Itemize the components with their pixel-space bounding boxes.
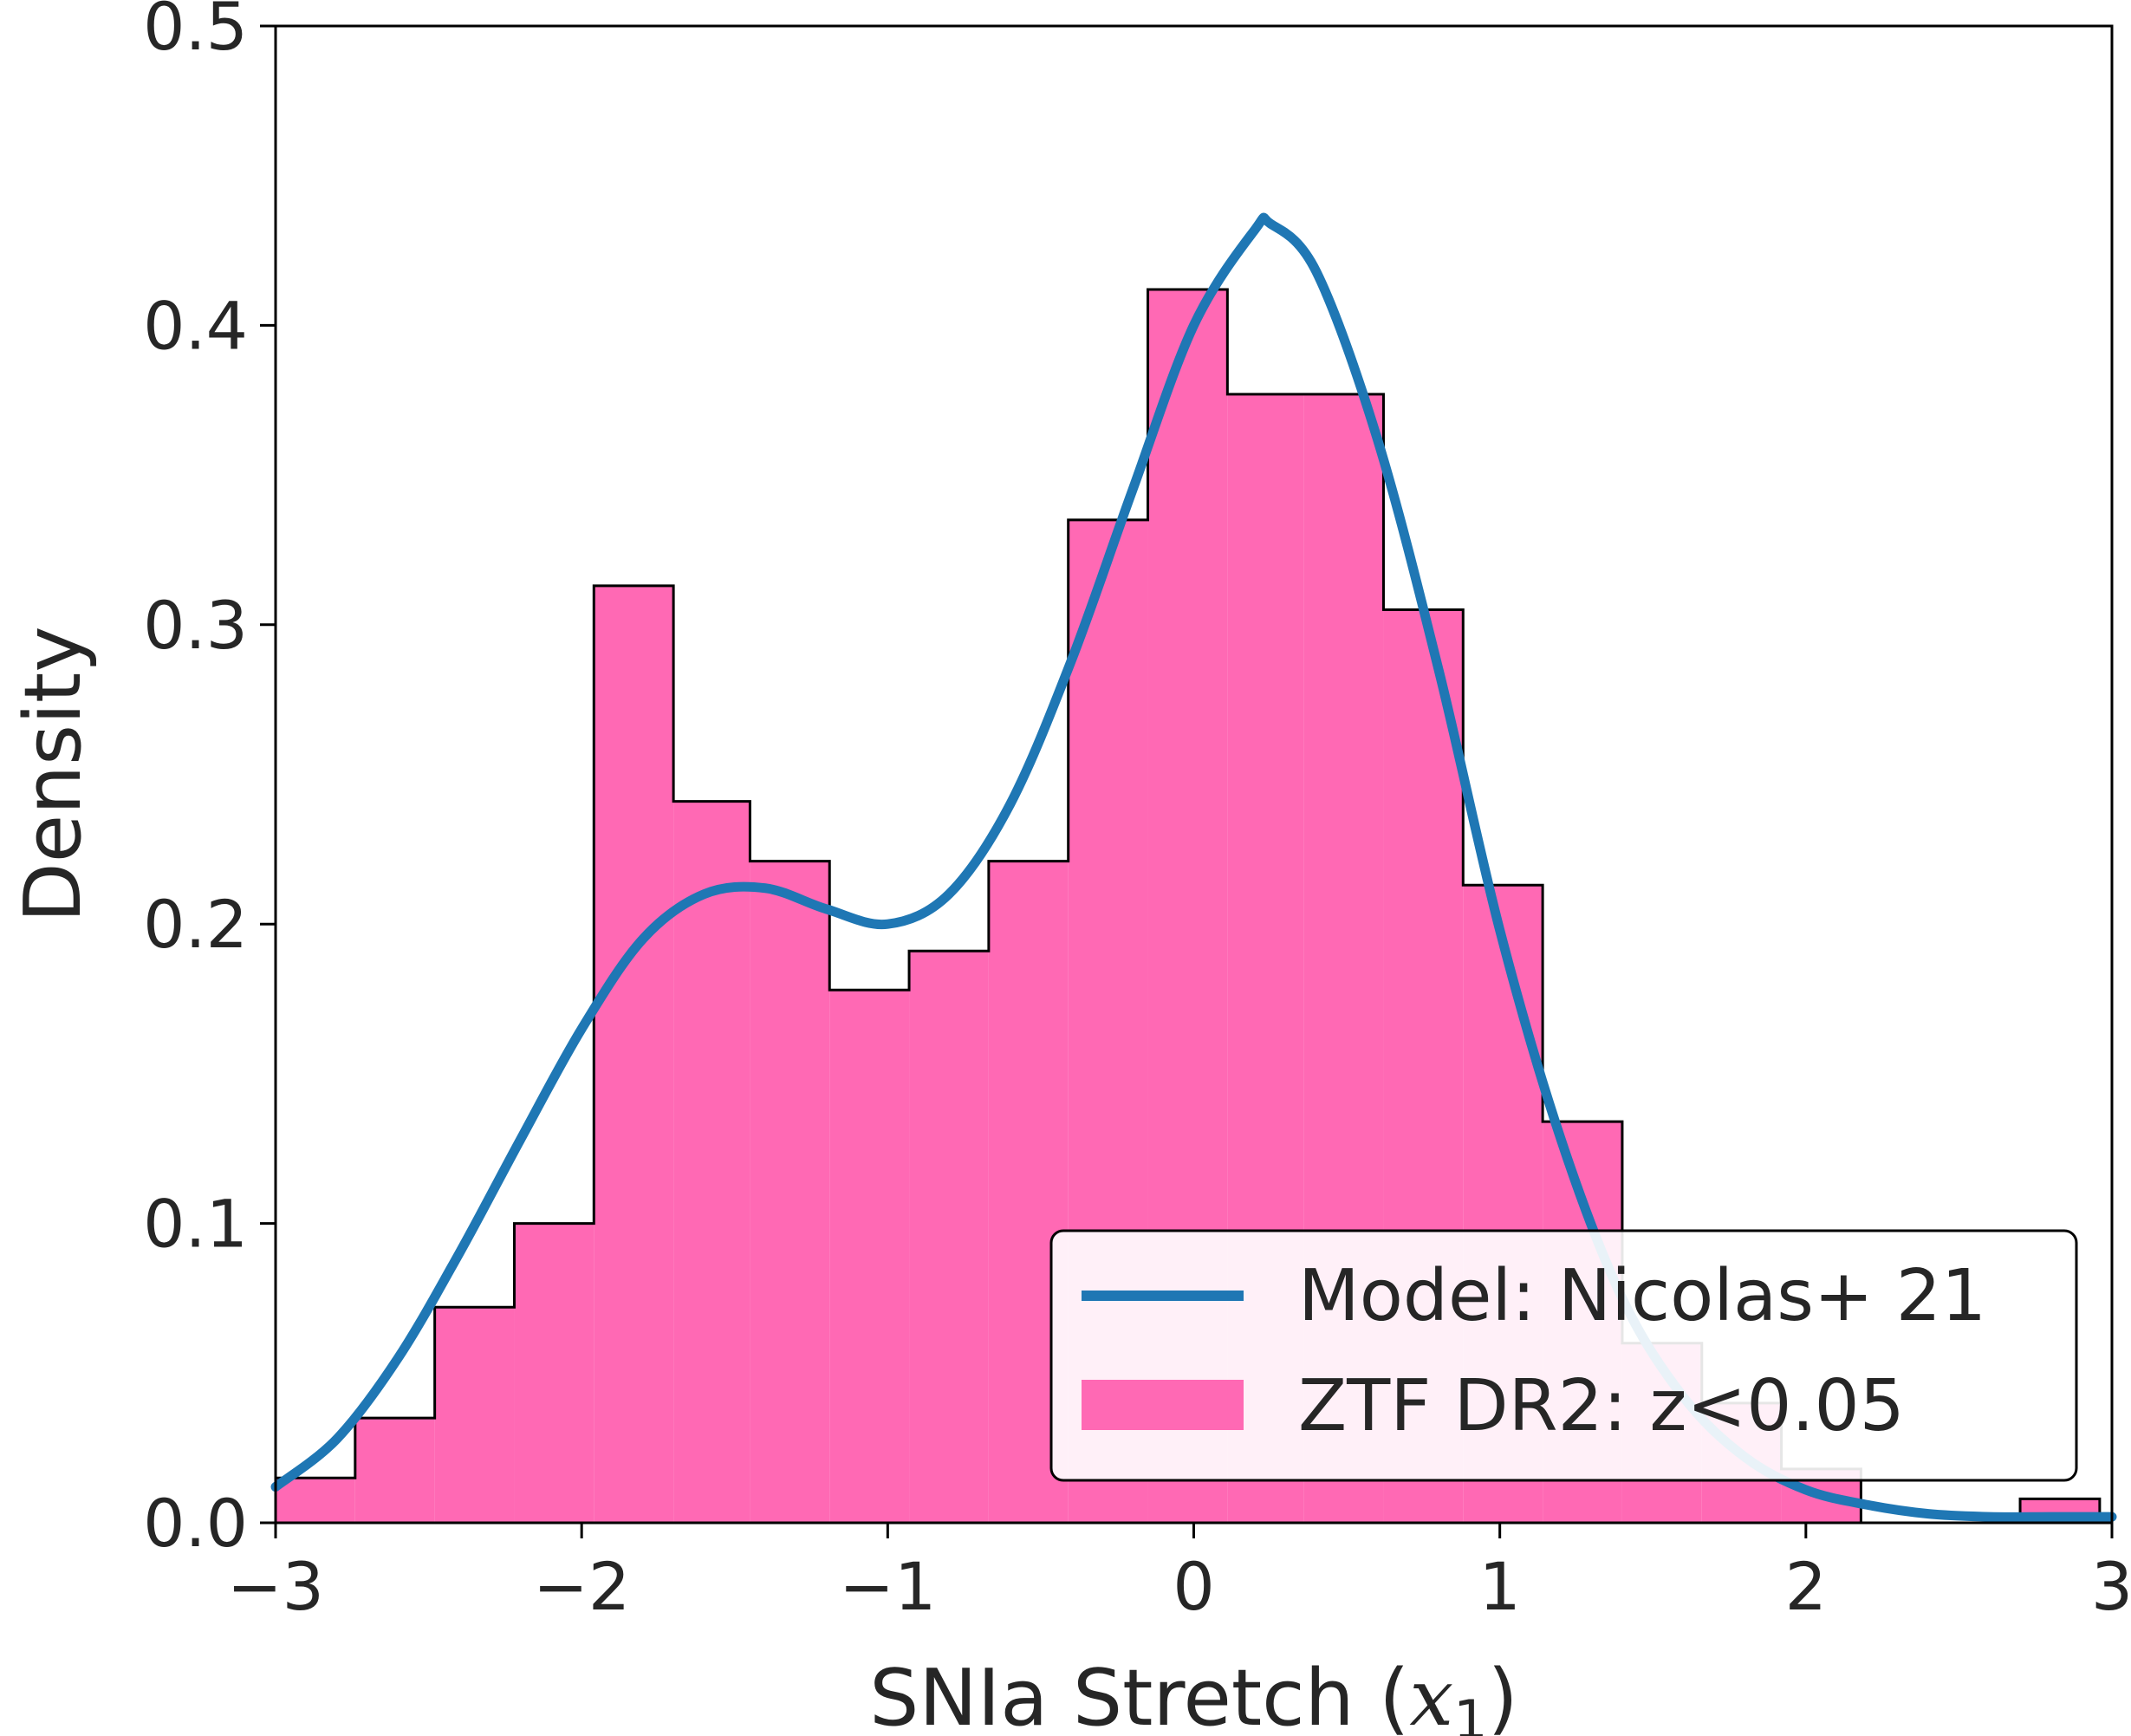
- histogram-bar: [909, 951, 989, 1523]
- x-tick-label: 2: [1785, 1548, 1827, 1625]
- histogram-bar: [594, 585, 674, 1524]
- y-tick-label: 0.0: [143, 1485, 248, 1562]
- x-axis-label-close: ): [1488, 1653, 1518, 1736]
- y-tick-label: 0.5: [143, 0, 248, 65]
- x-tick-label: 1: [1478, 1548, 1520, 1625]
- x-axis-ticks: −3 −2 −1 0 1 2 3: [227, 1523, 2131, 1625]
- histogram-bar: [354, 1418, 435, 1523]
- histogram-bar: [829, 990, 910, 1523]
- legend-histogram-swatch: [1082, 1380, 1244, 1430]
- y-axis-ticks: 0.0 0.1 0.2 0.3 0.4 0.5: [143, 0, 276, 1562]
- y-tick-label: 0.4: [143, 287, 248, 364]
- x-tick-label: 0: [1173, 1548, 1214, 1625]
- legend: Model: Nicolas+ 21 ZTF DR2: z<0.05: [1049, 1229, 2078, 1482]
- legend-model-label: Model: Nicolas+ 21: [1298, 1255, 1986, 1337]
- x-axis-label-main: SNIa Stretch (: [869, 1653, 1409, 1736]
- x-tick-label: −2: [533, 1548, 630, 1625]
- y-axis-label: Density: [8, 626, 99, 922]
- histogram-bar: [514, 1223, 594, 1523]
- histogram-bar: [673, 801, 750, 1523]
- y-tick-label: 0.2: [143, 886, 248, 963]
- x-axis-label-sub: 1: [1453, 1688, 1487, 1736]
- legend-histogram-label: ZTF DR2: z<0.05: [1298, 1365, 1905, 1447]
- histogram-bar: [750, 861, 830, 1523]
- x-axis-label-var: x: [1409, 1653, 1453, 1736]
- histogram-bar: [276, 1478, 355, 1523]
- histogram-bar: [434, 1307, 515, 1523]
- x-tick-label: −1: [839, 1548, 936, 1625]
- legend-box: [1049, 1229, 2078, 1482]
- y-tick-label: 0.1: [143, 1186, 248, 1263]
- y-tick-label: 0.3: [143, 587, 248, 664]
- x-axis-label: SNIa Stretch (x1): [869, 1653, 1517, 1736]
- x-tick-label: −3: [227, 1548, 324, 1625]
- x-tick-label: 3: [2091, 1548, 2131, 1625]
